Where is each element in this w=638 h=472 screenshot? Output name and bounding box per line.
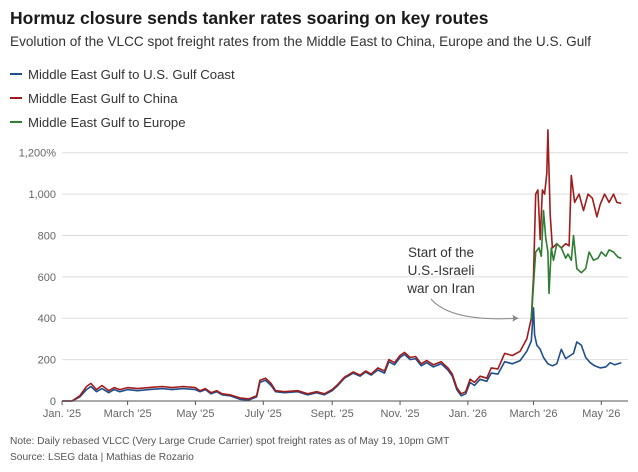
series-layer — [62, 129, 622, 402]
y-tick-label: 800 — [38, 230, 56, 242]
x-tick-label: Jan. '26 — [449, 408, 487, 420]
x-tick-label: March '25 — [104, 408, 152, 420]
x-tick-label: May '25 — [176, 408, 214, 420]
legend-swatch-china — [10, 97, 22, 99]
x-tick-label: Sept. '25 — [311, 408, 354, 420]
annotation-text: U.S.-Israeli — [408, 263, 475, 278]
chart-subtitle: Evolution of the VLCC spot freight rates… — [10, 34, 592, 49]
annotation-text: Start of the — [408, 245, 474, 260]
legend-swatch-us — [10, 73, 22, 75]
y-tick-label: 600 — [38, 272, 56, 284]
y-tick-label: 400 — [38, 313, 56, 325]
legend-label-europe: Middle East Gulf to Europe — [28, 114, 186, 130]
annotation-text: war on Iran — [406, 281, 475, 296]
y-tick-label: 1,200% — [19, 148, 57, 160]
series-line-china — [62, 129, 622, 402]
series-line-us — [62, 307, 622, 402]
series-line-europe — [530, 209, 622, 321]
legend-item-us: Middle East Gulf to U.S. Gulf Coast — [10, 62, 235, 86]
annotation-layer: Start of the U.S.-Israeli war on Iran — [406, 245, 519, 322]
x-tick-label: Jan. '25 — [43, 408, 81, 420]
chart-source: Source: LSEG data | Mathias de Rozario — [10, 452, 194, 463]
legend: Middle East Gulf to U.S. Gulf Coast Midd… — [10, 62, 235, 134]
y-tick-label: 1,000 — [28, 189, 56, 201]
legend-swatch-europe — [10, 121, 22, 123]
x-tick-label: March '26 — [510, 408, 558, 420]
chart-note: Note: Daily rebased VLCC (Very Large Cru… — [10, 436, 450, 447]
legend-item-china: Middle East Gulf to China — [10, 86, 235, 110]
chart-title: Hormuz closure sends tanker rates soarin… — [10, 8, 489, 28]
legend-item-europe: Middle East Gulf to Europe — [10, 110, 235, 134]
x-tick-label: May '26 — [582, 408, 620, 420]
x-tick-label: Nov. '25 — [380, 408, 419, 420]
y-tick-label: 200 — [38, 355, 56, 367]
axis-layer: 0 200 400 600 800 1,000 1,200% Jan. '25 March '2… — [19, 148, 628, 420]
x-tick-label: July '25 — [245, 408, 282, 420]
annotation-arrow — [430, 298, 519, 320]
annotation-arrowhead — [512, 314, 519, 322]
y-tick-label: 0 — [50, 396, 56, 408]
legend-label-us: Middle East Gulf to U.S. Gulf Coast — [28, 66, 235, 82]
legend-label-china: Middle East Gulf to China — [28, 90, 178, 106]
